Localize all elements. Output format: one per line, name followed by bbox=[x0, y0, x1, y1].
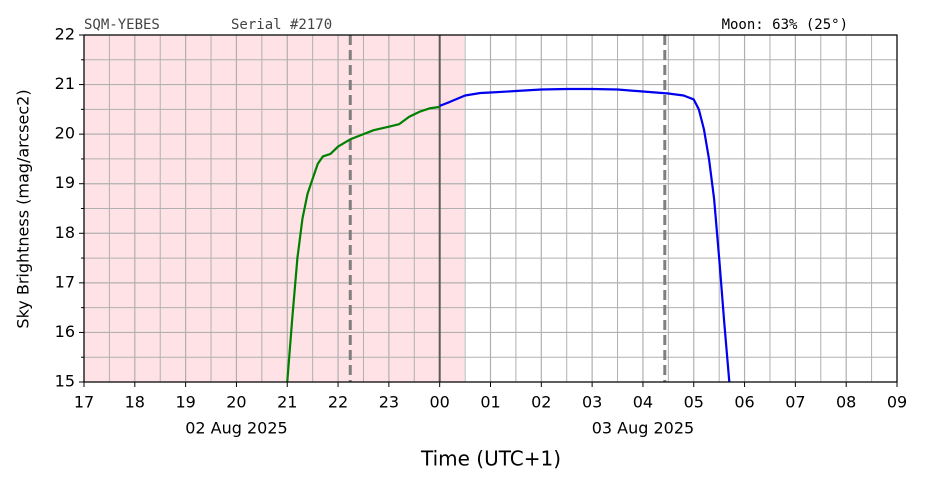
y-tick-label: 18 bbox=[55, 223, 75, 242]
y-tick-label: 17 bbox=[55, 272, 75, 291]
y-tick-label: 15 bbox=[55, 372, 75, 391]
x-tick-label: 02 bbox=[531, 393, 551, 412]
x-tick-label: 19 bbox=[175, 393, 195, 412]
x-tick-label: 09 bbox=[887, 393, 907, 412]
x-tick-label: 03 bbox=[582, 393, 602, 412]
x-tick-label: 04 bbox=[633, 393, 653, 412]
date-label: 03 Aug 2025 bbox=[592, 419, 695, 438]
y-tick-label: 21 bbox=[55, 74, 75, 93]
x-tick-label: 21 bbox=[277, 393, 297, 412]
x-tick-label: 00 bbox=[430, 393, 450, 412]
y-tick-label: 16 bbox=[55, 322, 75, 341]
x-tick-label: 23 bbox=[379, 393, 399, 412]
y-tick-label: 22 bbox=[55, 25, 75, 44]
x-tick-label: 05 bbox=[684, 393, 704, 412]
x-tick-label: 17 bbox=[74, 393, 94, 412]
y-tick-label: 20 bbox=[55, 124, 75, 143]
date-label: 02 Aug 2025 bbox=[185, 419, 288, 438]
y-axis-label: Sky Brightness (mag/arcsec2) bbox=[14, 89, 33, 328]
x-tick-label: 07 bbox=[785, 393, 805, 412]
x-tick-label: 20 bbox=[226, 393, 246, 412]
x-tick-label: 18 bbox=[125, 393, 145, 412]
x-tick-label: 22 bbox=[328, 393, 348, 412]
x-tick-label: 08 bbox=[836, 393, 856, 412]
serial-number: Serial #2170 bbox=[231, 17, 332, 33]
x-tick-label: 01 bbox=[480, 393, 500, 412]
data-line bbox=[286, 105, 440, 383]
moon-info: Moon: 63% (25°) bbox=[722, 17, 848, 33]
y-tick-label: 19 bbox=[55, 173, 75, 192]
plot-frame bbox=[83, 34, 898, 383]
x-tick-label: 06 bbox=[734, 393, 754, 412]
x-axis-label: Time (UTC+1) bbox=[420, 447, 561, 471]
station-name: SQM-YEBES bbox=[84, 17, 160, 33]
data-line bbox=[439, 87, 731, 383]
